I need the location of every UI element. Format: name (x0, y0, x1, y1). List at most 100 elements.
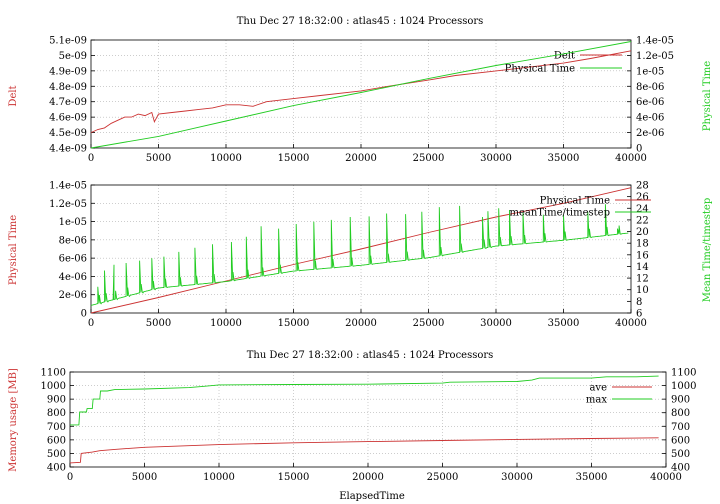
panel1-y2label: Physical Time (702, 61, 713, 131)
x-tick-label: 30000 (480, 153, 512, 164)
panel1-ylabel: Delt (8, 85, 19, 106)
y-tick-label: 600 (47, 435, 66, 446)
y2-tick-label: 6e-06 (636, 97, 664, 108)
grid-lines (90, 184, 632, 314)
y-tick-label: 5e-09 (59, 51, 87, 62)
y2-tick-label: 18 (636, 239, 649, 250)
y2-tick-label: 500 (671, 449, 690, 460)
x-tick-label: 10000 (203, 472, 235, 483)
y2-tick-label: 2e-06 (636, 128, 664, 139)
x-tick-label: 5000 (146, 318, 171, 329)
series-line-max (70, 375, 659, 426)
y2-tick-label: 8 (636, 297, 642, 308)
y-tick-label: 1.2e-05 (49, 199, 87, 210)
x-tick-label: 25000 (413, 153, 445, 164)
series-line-physical-time (90, 187, 632, 314)
y-tick-label: 4.4e-09 (49, 144, 87, 155)
y2-tick-label: 1.4e-05 (636, 36, 674, 47)
y2-tick-label: 900 (671, 395, 690, 406)
x-tick-label: 40000 (615, 318, 647, 329)
plot-frame (90, 39, 632, 149)
y2-tick-label: 22 (636, 215, 649, 226)
y2-tick-label: 26 (636, 192, 649, 203)
y2-tick-label: 4e-06 (636, 113, 664, 124)
y-tick-label: 800 (47, 408, 66, 419)
y-tick-label: 4.9e-09 (49, 66, 87, 77)
x-tick-label: 40000 (615, 153, 647, 164)
x-tick-label: 5000 (132, 472, 157, 483)
x-tick-label: 20000 (345, 318, 377, 329)
y-tick-label: 5.1e-09 (49, 36, 87, 47)
x-tick-label: 10000 (210, 318, 242, 329)
grid-lines (69, 371, 667, 468)
y-tick-label: 1e-05 (59, 217, 87, 228)
x-tick-label: 0 (88, 153, 94, 164)
y-tick-label: 1000 (41, 381, 66, 392)
legend-label: meanTime/timestep (509, 208, 610, 219)
x-tick-label: 30000 (501, 472, 533, 483)
y2-tick-label: 28 (636, 181, 649, 192)
x-tick-label: 35000 (548, 153, 580, 164)
panel3-xlabel: ElapsedTime (339, 491, 405, 502)
x-tick-label: 30000 (480, 318, 512, 329)
y2-tick-label: 10 (636, 285, 649, 296)
series-line-ave (69, 437, 659, 464)
x-tick-label: 35000 (548, 318, 580, 329)
y2-tick-label: 14 (636, 262, 649, 273)
y-tick-label: 4.8e-09 (49, 82, 87, 93)
y2-tick-label: 1.2e-05 (636, 51, 674, 62)
y2-tick-label: 1e-05 (636, 66, 664, 77)
y-tick-label: 1.4e-05 (49, 181, 87, 192)
panel-physical-time-mean-time: Physical Time Mean Time/timestep 0 5000 10… (8, 181, 713, 330)
plot-frame (69, 371, 667, 468)
y2-tick-label: 24 (636, 204, 649, 215)
series-line-delt (90, 50, 632, 134)
x-tick-label: 15000 (278, 318, 310, 329)
y-tick-label: 500 (47, 449, 66, 460)
panel2-ylabel: Physical Time (8, 215, 19, 285)
y-tick-label: 900 (47, 395, 66, 406)
y-tick-label: 4.5e-09 (49, 128, 87, 139)
legend-label: max (586, 395, 607, 406)
series-line-meantime-timestep (90, 204, 629, 306)
y2-tick-label: 1100 (671, 368, 696, 379)
panel1-title: Thu Dec 27 18:32:00 : atlas45 : 1024 Pro… (237, 16, 484, 27)
series-line-physical-time (90, 41, 632, 149)
y-tick-label: 400 (47, 463, 66, 474)
x-tick-label: 40000 (650, 472, 682, 483)
x-tick-label: 10000 (210, 153, 242, 164)
y2-tick-label: 400 (671, 463, 690, 474)
y-tick-label: 0 (81, 309, 87, 320)
grid-lines (90, 39, 632, 149)
x-tick-label: 5000 (146, 153, 171, 164)
y2-tick-label: 12 (636, 274, 649, 285)
y2-tick-label: 700 (671, 422, 690, 433)
y2-tick-label: 16 (636, 250, 649, 261)
y-tick-label: 1100 (41, 368, 66, 379)
y2-tick-label: 800 (671, 408, 690, 419)
x-tick-label: 0 (67, 472, 73, 483)
y2-tick-label: 1000 (671, 381, 696, 392)
y2-tick-label: 6 (636, 309, 642, 320)
panel-memory-usage: Thu Dec 27 18:32:00 : atlas45 : 1024 Pro… (8, 350, 696, 502)
y-tick-label: 6e-06 (59, 254, 87, 265)
x-tick-label: 25000 (427, 472, 459, 483)
y2-tick-label: 600 (671, 435, 690, 446)
y-tick-label: 700 (47, 422, 66, 433)
plot-frame (90, 184, 632, 314)
x-tick-label: 15000 (278, 153, 310, 164)
y-tick-label: 4e-06 (59, 272, 87, 283)
legend-label: Physical Time (505, 64, 575, 75)
x-tick-label: 20000 (345, 153, 377, 164)
x-tick-label: 35000 (576, 472, 608, 483)
legend-label: Physical Time (540, 196, 610, 207)
y-tick-label: 4.7e-09 (49, 97, 87, 108)
legend-label: ave (589, 383, 607, 394)
panel3-title: Thu Dec 27 18:32:00 : atlas45 : 1024 Pro… (247, 350, 494, 361)
legend-label: Delt (554, 51, 575, 62)
panel-delt-physical-time: Thu Dec 27 18:32:00 : atlas45 : 1024 Pro… (8, 16, 713, 164)
x-tick-label: 20000 (352, 472, 384, 483)
x-tick-label: 25000 (413, 318, 445, 329)
y-tick-label: 4.6e-09 (49, 113, 87, 124)
y-tick-label: 8e-06 (59, 235, 87, 246)
